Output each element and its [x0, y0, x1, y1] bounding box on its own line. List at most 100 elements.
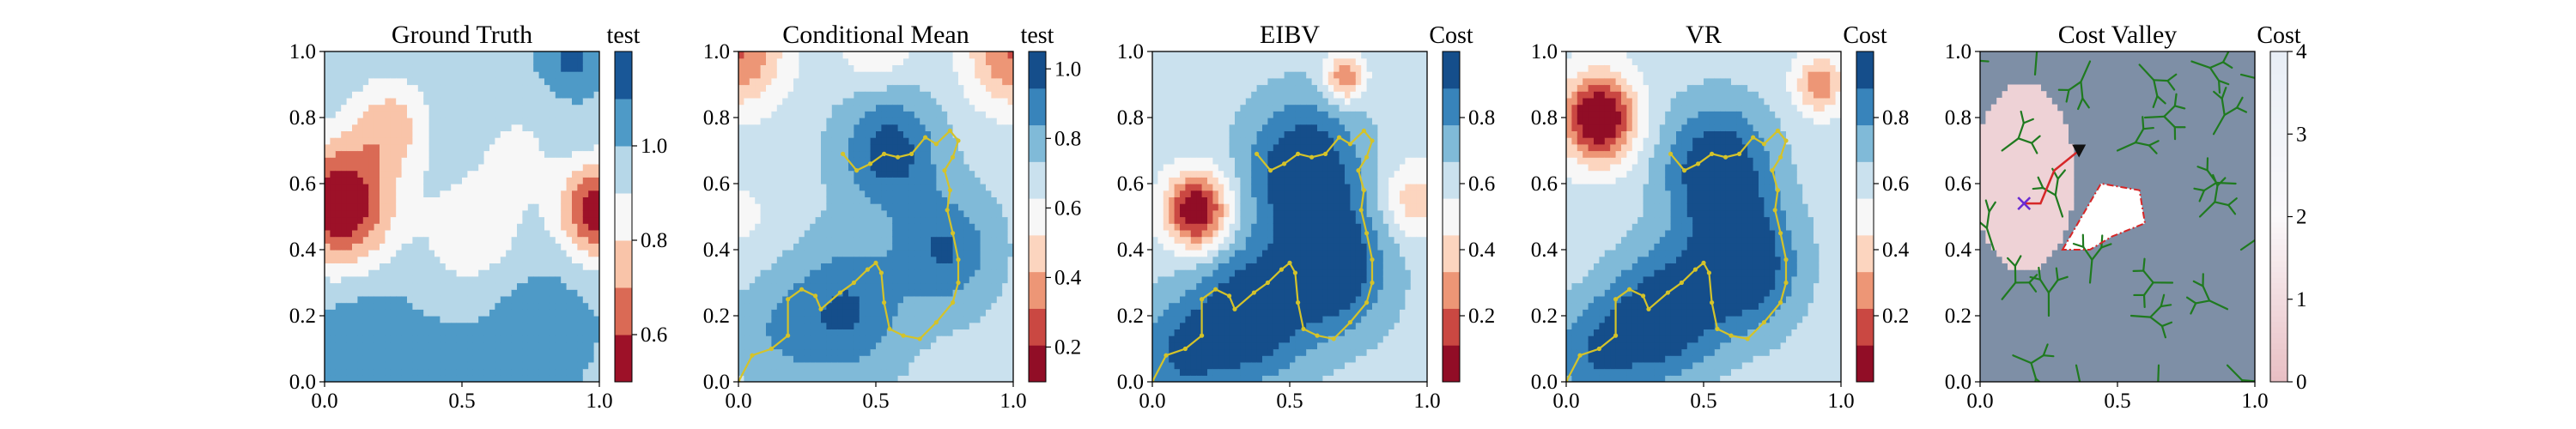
heat-cell: [947, 361, 954, 370]
heat-cell: [749, 143, 756, 152]
heat-cell: [925, 97, 932, 106]
heat-cell: [566, 130, 573, 138]
heat-cell: [346, 130, 353, 138]
heat-cell: [799, 124, 805, 131]
heat-cell: [533, 348, 540, 356]
heat-cell: [357, 309, 364, 317]
heat-cell: [947, 124, 954, 131]
heat-cell: [401, 157, 408, 165]
heat-cell: [440, 203, 447, 211]
heat-cell: [925, 263, 932, 270]
heat-cell: [538, 216, 545, 224]
heat-cell: [859, 143, 866, 152]
heat-cell: [760, 71, 767, 79]
heat-cell: [870, 302, 877, 310]
heat-cell: [456, 289, 463, 297]
heat-cell: [489, 229, 495, 238]
heat-cell: [776, 150, 783, 158]
heat-cell: [566, 51, 573, 59]
heat-cell: [897, 361, 904, 370]
heat-cell: [996, 184, 1003, 191]
heat-cell: [417, 203, 424, 211]
heat-cell: [462, 84, 468, 92]
heat-cell: [577, 282, 584, 290]
heat-cell: [577, 157, 584, 165]
heat-cell: [472, 309, 479, 317]
heat-cell: [428, 71, 435, 79]
heat-cell: [582, 157, 589, 165]
heat-cell: [572, 341, 578, 350]
heat-cell: [886, 104, 893, 112]
heat-cell: [931, 64, 937, 72]
heat-cell: [892, 256, 899, 263]
heat-cell: [380, 124, 386, 131]
heat-cell: [517, 223, 523, 231]
heat-cell: [544, 361, 550, 370]
heat-cell: [533, 335, 540, 343]
heat-cell: [374, 51, 380, 59]
heat-cell: [760, 124, 767, 131]
heat-cell: [920, 329, 927, 336]
heat-cell: [831, 150, 838, 158]
heat-cell: [892, 243, 899, 251]
heat-cell: [451, 263, 458, 270]
heat-cell: [793, 229, 799, 238]
heat-cell: [538, 341, 545, 350]
heat-cell: [330, 375, 337, 382]
heat-cell: [417, 137, 424, 145]
heat-cell: [755, 223, 762, 231]
heat-cell: [831, 243, 838, 251]
heat-cell: [417, 77, 424, 86]
heat-cell: [991, 355, 998, 363]
heat-cell: [760, 77, 767, 86]
heat-cell: [831, 203, 838, 211]
heat-cell: [330, 184, 337, 191]
heat-cell: [517, 97, 523, 106]
heat-cell: [931, 163, 937, 172]
heat-cell: [412, 124, 419, 131]
heat-cell: [980, 190, 987, 197]
heat-cell: [538, 243, 545, 251]
heat-cell: [572, 250, 578, 257]
heat-cell: [593, 250, 599, 257]
heat-cell: [881, 375, 888, 382]
heat-cell: [385, 124, 392, 131]
heat-cell: [947, 209, 954, 218]
heat-cell: [941, 361, 948, 370]
heat-cell: [881, 104, 888, 112]
heat-cell: [941, 335, 948, 343]
heat-cell: [793, 64, 799, 72]
heat-cell: [766, 150, 772, 158]
heat-cell: [980, 91, 987, 99]
heat-cell: [390, 170, 397, 178]
heat-cell: [914, 91, 920, 99]
heat-cell: [782, 118, 789, 125]
heat-cell: [582, 137, 589, 145]
heat-cell: [996, 150, 1003, 158]
heat-cell: [975, 118, 981, 125]
heat-cell: [804, 97, 811, 106]
heat-cell: [572, 223, 578, 231]
heat-cell: [969, 269, 975, 277]
heat-cell: [352, 170, 358, 178]
heat-cell: [478, 295, 485, 304]
heat-cell: [881, 335, 888, 343]
heat-cell: [897, 295, 904, 304]
heat-cell: [346, 77, 353, 86]
heat-cell: [963, 223, 970, 231]
heat-cell: [920, 243, 927, 251]
heat-cell: [368, 124, 375, 131]
heat-cell: [330, 309, 337, 317]
heat-cell: [423, 184, 430, 191]
heat-cell: [517, 203, 523, 211]
heat-cell: [325, 111, 331, 118]
heat-cell: [495, 322, 501, 329]
heat-cell: [810, 263, 817, 270]
heat-cell: [483, 361, 490, 370]
heat-cell: [903, 177, 909, 184]
heat-cell: [423, 77, 430, 86]
heat-cell: [771, 130, 778, 138]
heat-cell: [947, 348, 954, 356]
heat-cell: [555, 196, 562, 204]
heat-cell: [947, 104, 954, 112]
